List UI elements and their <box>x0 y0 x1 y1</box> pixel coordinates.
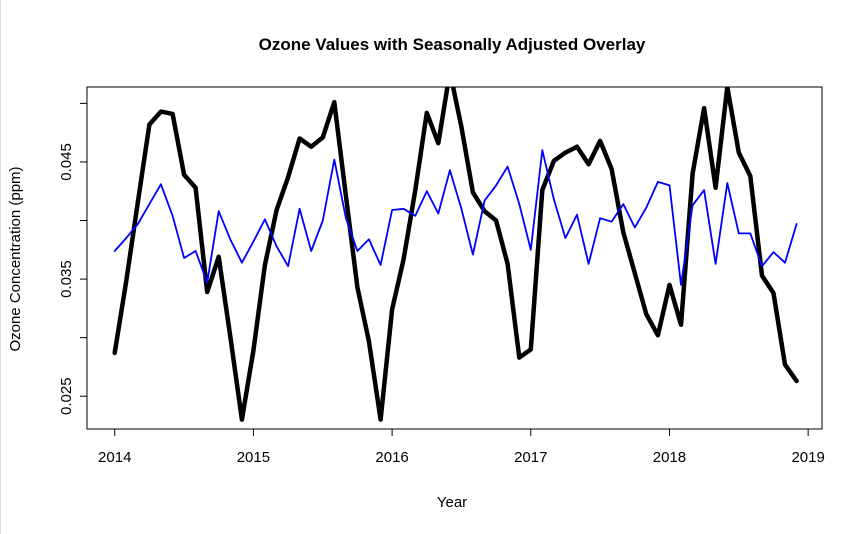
series-line-1 <box>112 87 799 422</box>
x-tick-label: 2014 <box>98 449 131 466</box>
x-tick-label: 2018 <box>653 449 686 466</box>
x-tick-label: 2015 <box>237 449 270 466</box>
left-edge-divider <box>0 0 1 534</box>
chart-title: Ozone Values with Seasonally Adjusted Ov… <box>259 35 646 54</box>
x-axis-label: Year <box>437 494 467 511</box>
y-axis-label: Ozone Concentration (ppm) <box>7 166 24 351</box>
y-axis: 0.025 0.035 0.045 <box>58 102 88 415</box>
x-tick-label: 2016 <box>375 449 408 466</box>
y-tick-label: 0.045 <box>58 143 75 181</box>
x-tick-label: 2019 <box>791 449 824 466</box>
series-line-2 <box>113 149 798 286</box>
y-tick-label: 0.025 <box>58 377 75 415</box>
series-layer <box>112 87 799 422</box>
x-axis: 2014 2015 2016 2017 2018 2019 <box>98 428 825 466</box>
y-tick-label: 0.035 <box>58 260 75 298</box>
x-tick-label: 2017 <box>514 449 547 466</box>
